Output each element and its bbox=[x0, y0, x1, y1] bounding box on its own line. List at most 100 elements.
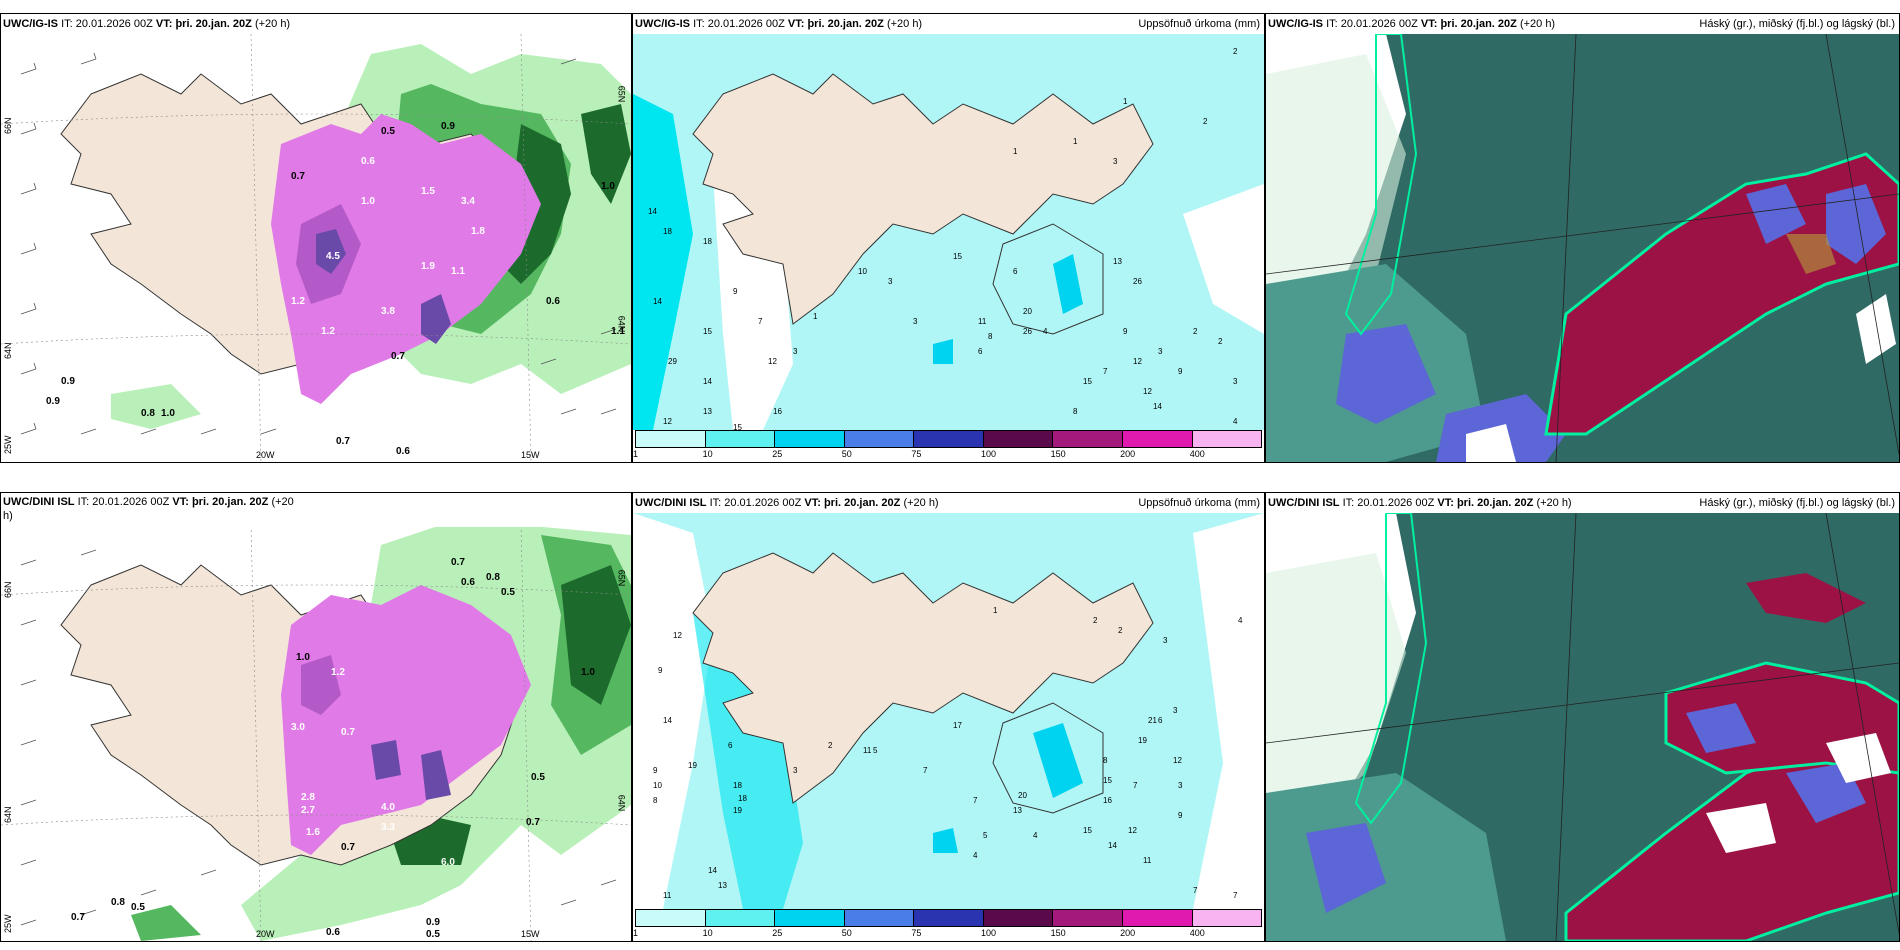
precip-value: 1.0 bbox=[581, 667, 595, 678]
lat-label: 66N bbox=[3, 117, 13, 134]
accum-value: 7 bbox=[1103, 367, 1108, 376]
legend-swatch bbox=[1192, 910, 1262, 926]
accum-value: 9 bbox=[1123, 327, 1128, 336]
vt-value: þri. 20.jan. 20Z bbox=[807, 18, 884, 30]
accum-value: 9 bbox=[1178, 367, 1183, 376]
precip-value: 1.2 bbox=[321, 326, 335, 337]
vt-value: þri. 20.jan. 20Z bbox=[1456, 497, 1534, 509]
legend-swatch bbox=[914, 910, 984, 926]
accum-value: 7 bbox=[923, 766, 928, 775]
precip-value: 0.6 bbox=[396, 446, 410, 457]
panel-ig-cloud: UWC/IG-IS IT: 20.01.2026 00Z VT: þri. 20… bbox=[1265, 13, 1900, 463]
legend-tick: 10 bbox=[702, 449, 713, 459]
accum-value: 8 bbox=[988, 332, 993, 341]
accum-value: 12 bbox=[1143, 387, 1152, 396]
model-name: UWC/IG-IS bbox=[3, 18, 58, 30]
vt-value: þri. 20.jan. 20Z bbox=[823, 497, 901, 509]
precip-value: 3.3 bbox=[381, 822, 395, 833]
accum-value: 12 bbox=[1173, 756, 1182, 765]
legend-swatch bbox=[775, 431, 845, 447]
accum-value: 8 bbox=[1073, 407, 1078, 416]
legend-tick: 200 bbox=[1120, 449, 1136, 459]
accum-value: 7 bbox=[758, 317, 763, 326]
precip-value: 1.1 bbox=[451, 266, 465, 277]
legend-tick: 400 bbox=[1189, 928, 1205, 938]
accum-value: 14 bbox=[648, 207, 657, 216]
precip-wind-map: 0.7 0.6 0.8 0.5 1.0 3.0 1.2 0.7 2.8 2.7 … bbox=[1, 525, 631, 941]
accum-value: 7 bbox=[1133, 781, 1138, 790]
map-area bbox=[1266, 34, 1899, 462]
precip-value: 1.0 bbox=[601, 181, 615, 192]
accum-value: 21 bbox=[1148, 716, 1157, 725]
accum-value: 4 bbox=[1238, 616, 1243, 625]
it-value: 20.01.2026 00Z bbox=[1357, 497, 1435, 509]
accum-value: 12 bbox=[1128, 826, 1137, 835]
accum-value: 3 bbox=[1173, 706, 1178, 715]
legend-swatch bbox=[705, 431, 776, 447]
panel-header: UWC/IG-IS IT: 20.01.2026 00Z VT: þri. 20… bbox=[1, 14, 631, 34]
legend-swatch bbox=[1122, 910, 1193, 926]
accum-value: 2 bbox=[1218, 337, 1223, 346]
accum-value: 4 bbox=[1043, 327, 1048, 336]
accum-value: 26 bbox=[1133, 277, 1142, 286]
precip-value: 0.6 bbox=[361, 156, 375, 167]
precip-values: 0.7 0.6 0.8 0.5 1.0 3.0 1.2 0.7 2.8 2.7 … bbox=[71, 557, 595, 940]
legend-tick: 150 bbox=[1050, 449, 1066, 459]
precip-value: 3.0 bbox=[291, 722, 305, 733]
it-value: 20.01.2026 00Z bbox=[707, 18, 785, 30]
precip-value: 0.7 bbox=[341, 727, 355, 738]
cloud-map bbox=[1266, 513, 1899, 941]
precip-value: 1.6 bbox=[306, 827, 320, 838]
accum-value: 5 bbox=[873, 746, 878, 755]
legend-tick: 25 bbox=[772, 449, 783, 459]
vt-value: þri. 20.jan. 20Z bbox=[175, 18, 252, 30]
accum-value: 4 bbox=[1033, 831, 1038, 840]
it-label: IT: bbox=[693, 18, 705, 30]
accum-value: 12 bbox=[663, 417, 672, 426]
accum-value: 15 bbox=[953, 252, 962, 261]
panel-ig-precip-wind: UWC/IG-IS IT: 20.01.2026 00Z VT: þri. 20… bbox=[0, 13, 632, 463]
panel-header: UWC/IG-IS IT: 20.01.2026 00Z VT: þri. 20… bbox=[633, 14, 1264, 34]
vt-label: VT: bbox=[1437, 497, 1454, 509]
legend-tick: 75 bbox=[911, 928, 922, 938]
accum-value: 2 bbox=[1118, 626, 1123, 635]
accum-value: 15 bbox=[703, 327, 712, 336]
accum-value: 2 bbox=[1233, 47, 1238, 56]
map-area: 4 2 1 2 3 12 9 14 19 10 9 8 18 6 19 18 1… bbox=[633, 513, 1264, 941]
accum-value: 29 bbox=[668, 357, 677, 366]
precip-value: 0.7 bbox=[341, 842, 355, 853]
precip-value: 0.9 bbox=[426, 917, 440, 928]
accum-value: 9 bbox=[653, 766, 658, 775]
precip-value: 0.8 bbox=[486, 572, 500, 583]
map-area: 2 1 2 1 1 3 18 14 18 9 7 1 14 15 29 14 1… bbox=[633, 34, 1264, 462]
panel-header: UWC/IG-IS IT: 20.01.2026 00Z VT: þri. 20… bbox=[1266, 14, 1899, 34]
panel-header: UWC/DINI ISL IT: 20.01.2026 00Z VT: þri.… bbox=[633, 493, 1264, 513]
accum-value: 14 bbox=[1153, 402, 1162, 411]
accum-value: 15 bbox=[1083, 826, 1092, 835]
precip-value: 3.4 bbox=[461, 196, 475, 207]
legend-tick: 200 bbox=[1120, 928, 1136, 938]
legend-tick: 50 bbox=[841, 449, 852, 459]
accum-value: 26 bbox=[1023, 327, 1032, 336]
accum-value: 1 bbox=[993, 606, 998, 615]
accum-value: 3 bbox=[888, 277, 893, 286]
it-label: IT: bbox=[77, 496, 90, 508]
lon-label: 20W bbox=[256, 450, 275, 460]
it-value: 20.01.2026 00Z bbox=[724, 497, 802, 509]
precip-value: 1.0 bbox=[361, 196, 375, 207]
accum-value: 14 bbox=[703, 377, 712, 386]
it-value: 20.01.2026 00Z bbox=[1340, 18, 1418, 30]
legend-tick: 400 bbox=[1189, 449, 1205, 459]
panel-header: UWC/DINI ISL IT: 20.01.2026 00Z VT: þri.… bbox=[1266, 493, 1899, 513]
accum-value: 10 bbox=[858, 267, 867, 276]
accum-value: 15 bbox=[733, 423, 742, 430]
precip-value: 0.7 bbox=[71, 912, 85, 923]
accum-value: 3 bbox=[793, 766, 798, 775]
legend-swatch bbox=[705, 910, 776, 926]
lat-label-right: 65N bbox=[616, 569, 627, 587]
accum-value: 3 bbox=[1163, 636, 1168, 645]
precip-value: 0.8 bbox=[141, 408, 155, 419]
accum-value: 13 bbox=[1113, 257, 1122, 266]
lon-corner-label: 25W bbox=[3, 914, 13, 933]
precip-value: 3.8 bbox=[381, 306, 395, 317]
